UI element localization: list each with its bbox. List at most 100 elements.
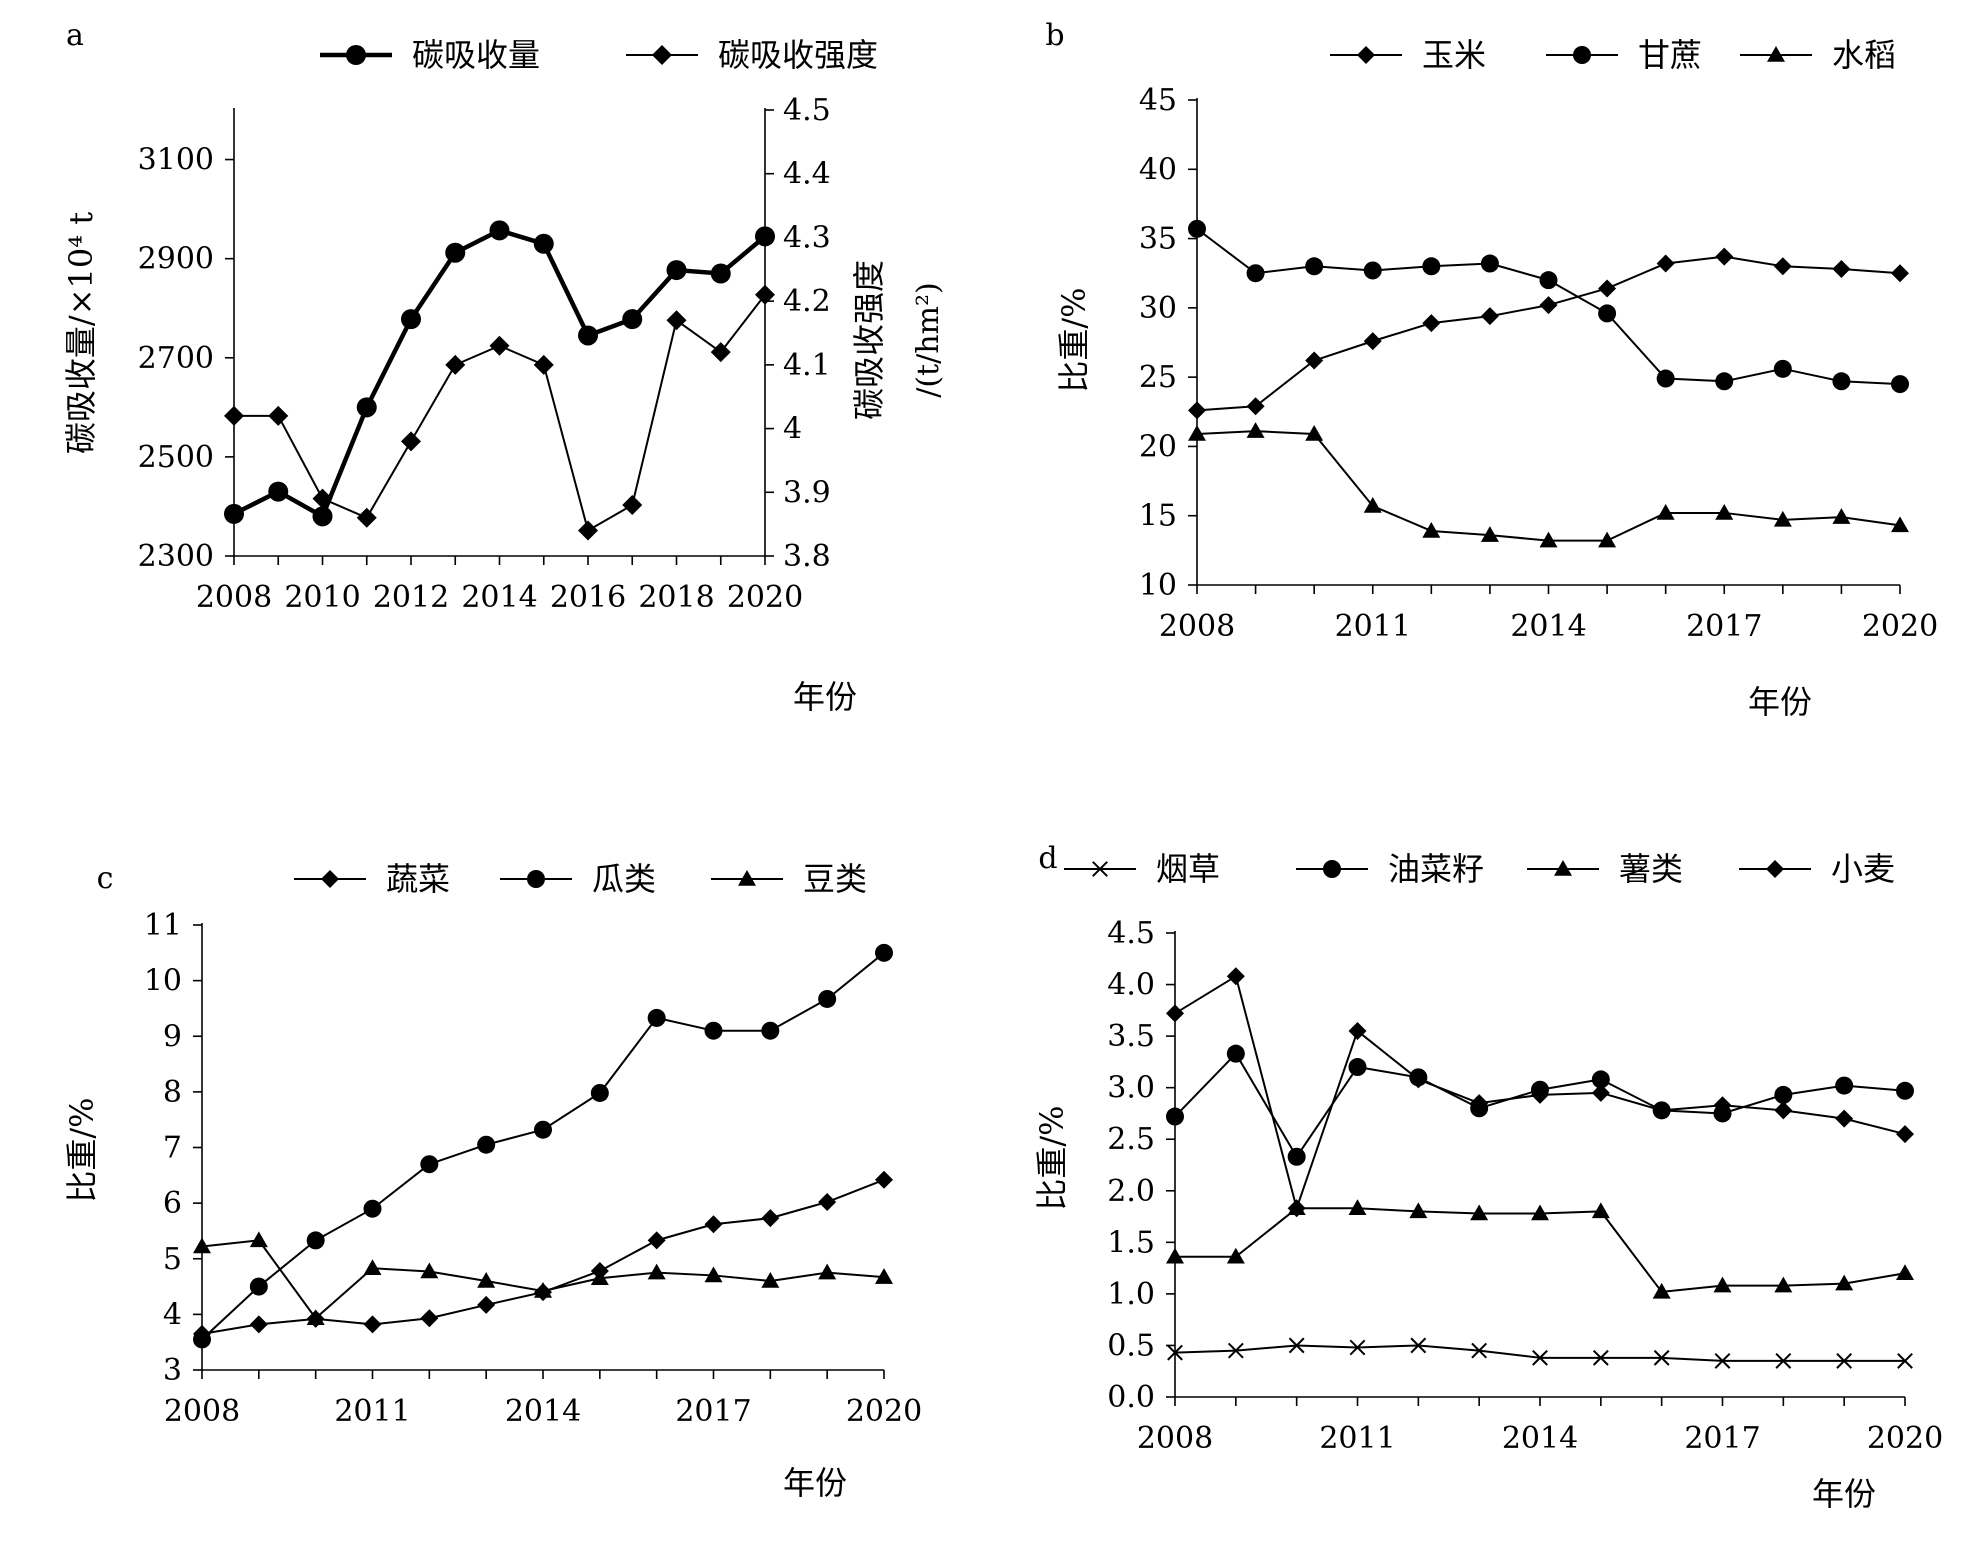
legend-label: 薯类 <box>1619 850 1683 888</box>
y2-tick-label: 4 <box>783 412 802 447</box>
data-point <box>622 495 643 516</box>
y-tick-label: 45 <box>1139 83 1177 118</box>
series-line <box>201 952 885 1341</box>
data-point <box>224 405 244 426</box>
data-point <box>401 309 421 330</box>
y-tick-label: 10 <box>1139 568 1177 603</box>
series-line <box>201 1239 885 1320</box>
y-tick-label: 0.5 <box>1107 1328 1155 1363</box>
series-薯类 <box>1166 1199 1914 1299</box>
data-point <box>1188 219 1206 238</box>
data-point <box>818 1263 837 1280</box>
y-tick-label: 25 <box>1139 360 1177 395</box>
legend-item: 水稻 <box>1740 36 1896 74</box>
data-point <box>818 989 837 1008</box>
data-point <box>1166 1004 1184 1023</box>
y-tick-label: 15 <box>1139 499 1177 534</box>
data-point <box>666 260 687 281</box>
data-point <box>1363 332 1382 351</box>
y2-tick-label: 4.3 <box>783 220 831 255</box>
data-point <box>1532 1349 1548 1366</box>
legend-item: 油菜籽 <box>1296 850 1484 888</box>
panel-label: a <box>66 18 84 53</box>
data-point <box>1409 1070 1428 1089</box>
data-point <box>1774 1276 1793 1293</box>
data-point <box>1348 1058 1367 1077</box>
legend-item: 碳吸收量 <box>320 36 540 74</box>
data-point <box>489 335 510 356</box>
data-point <box>755 284 775 305</box>
data-point <box>590 1269 609 1285</box>
data-point <box>1713 1276 1732 1293</box>
y-tick-label: 1.5 <box>1107 1225 1155 1260</box>
series-碳吸收量 <box>224 220 775 527</box>
data-point <box>1715 503 1734 520</box>
legend-label: 碳吸收量 <box>412 36 540 74</box>
data-point <box>533 354 554 375</box>
x-tick-label: 2016 <box>550 580 626 615</box>
y-tick-label: 4 <box>163 1297 182 1332</box>
x-axis-title: 年份 <box>783 1464 847 1502</box>
data-point <box>818 1193 837 1212</box>
legend-item: 豆类 <box>711 860 867 898</box>
data-point <box>1246 264 1265 283</box>
x-tick-label: 2017 <box>675 1394 751 1429</box>
data-point <box>1226 1247 1245 1264</box>
data-point <box>1774 1085 1793 1104</box>
y-tick-label: 3 <box>163 1353 182 1388</box>
data-point <box>1363 261 1382 280</box>
data-point <box>401 431 421 452</box>
data-point <box>761 1209 780 1228</box>
y2-tick-label: 3.8 <box>783 539 831 574</box>
legend-item: 烟草 <box>1064 850 1220 888</box>
legend-marker <box>1092 861 1108 877</box>
data-point <box>249 1315 268 1334</box>
x-tick-label: 2018 <box>638 580 714 615</box>
data-point <box>1775 1353 1792 1369</box>
data-point <box>1656 254 1675 273</box>
y-tick-label: 8 <box>163 1075 182 1110</box>
legend-label: 水稻 <box>1832 36 1896 74</box>
series-瓜类 <box>193 943 893 1349</box>
legend-marker <box>738 870 756 886</box>
legend-label: 蔬菜 <box>386 860 450 898</box>
data-point <box>1480 254 1499 273</box>
y-tick-label: 10 <box>144 964 182 999</box>
data-point <box>534 1120 552 1139</box>
data-point <box>193 1237 211 1254</box>
data-point <box>578 520 598 541</box>
x-tick-label: 2014 <box>1502 1421 1578 1456</box>
y-tick-label: 30 <box>1139 291 1177 326</box>
data-point <box>761 1272 780 1288</box>
data-point <box>666 310 687 331</box>
y-tick-label: 4.0 <box>1107 968 1155 1003</box>
data-point <box>1480 526 1499 542</box>
data-point <box>704 1266 723 1283</box>
series-line <box>1175 1207 1906 1293</box>
x-tick-label: 2012 <box>373 580 449 615</box>
data-point <box>647 1008 666 1027</box>
y-tick-label: 9 <box>163 1019 182 1054</box>
data-point <box>306 1309 325 1326</box>
data-point <box>1656 369 1675 388</box>
legend-item: 小麦 <box>1739 850 1895 888</box>
data-point <box>1422 314 1441 333</box>
data-point <box>1539 296 1558 315</box>
data-point <box>1409 1202 1428 1219</box>
data-point <box>710 342 731 363</box>
y2-tick-label: 3.9 <box>783 475 831 510</box>
data-point <box>1166 1107 1184 1126</box>
x-tick-label: 2011 <box>1319 1421 1395 1456</box>
data-point <box>622 309 643 330</box>
data-point <box>1363 497 1382 513</box>
y-tick-label: 7 <box>163 1131 182 1166</box>
legend-label: 瓜类 <box>592 860 656 898</box>
y2-tick-label: 4.4 <box>783 157 831 192</box>
data-point <box>647 1231 666 1250</box>
series-line <box>234 294 766 532</box>
data-point <box>420 1309 439 1328</box>
x-tick-label: 2017 <box>1686 609 1762 644</box>
data-point <box>1652 1101 1671 1120</box>
data-point <box>1832 372 1851 391</box>
data-point <box>710 263 731 284</box>
